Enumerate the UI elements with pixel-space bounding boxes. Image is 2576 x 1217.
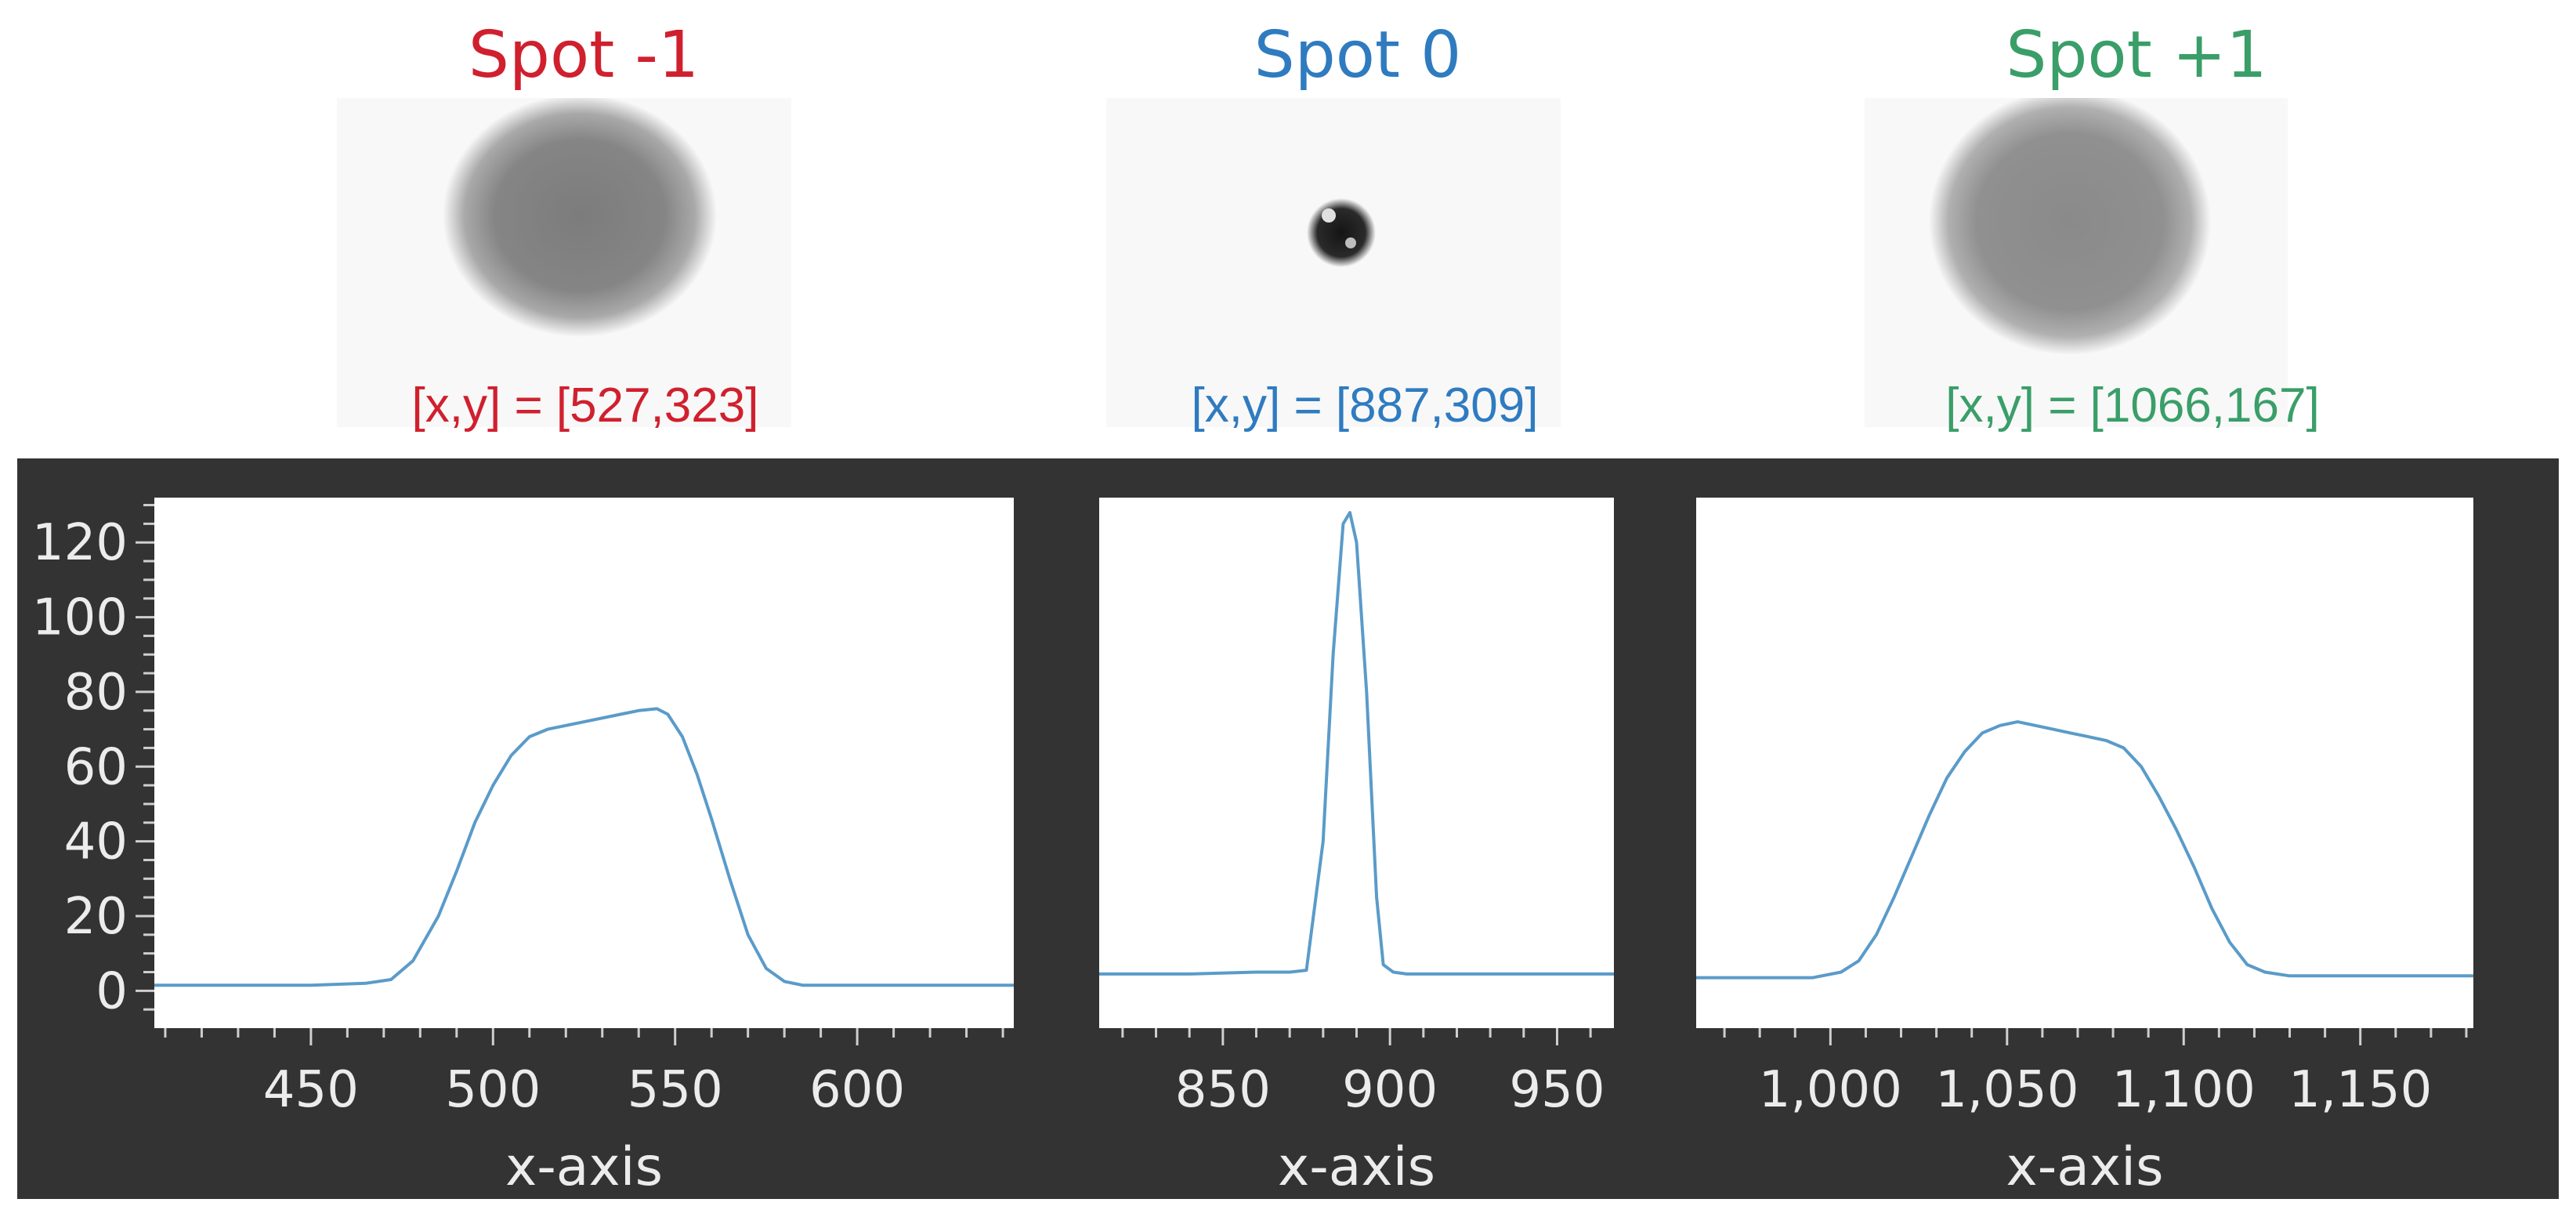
chart-1-x-tick-label: 550 xyxy=(628,1061,723,1119)
chart-1-x-tick-label: 450 xyxy=(263,1061,359,1119)
chart-1-y-tick-label: 0 xyxy=(96,962,128,1020)
chart-2-x-axis-label: x-axis xyxy=(1278,1136,1435,1198)
spot-minus1-coordinates: [x,y] = [527,323] xyxy=(311,378,859,433)
chart-3-x-tick-label: 1,150 xyxy=(2288,1061,2432,1119)
chart-3-x-tick-label: 1,100 xyxy=(2112,1061,2256,1119)
spot-minus1-title: Spot -1 xyxy=(309,24,858,88)
chart-1-x-axis-label: x-axis xyxy=(505,1136,663,1198)
chart-2-x-tick-label: 950 xyxy=(1509,1061,1605,1119)
chart-3-x-tick-label: 1,050 xyxy=(1935,1061,2079,1119)
profile-panel: 450 500 550 600 x-axis 0 20 40 60 80 100 120 850 900 9… xyxy=(17,458,2559,1199)
chart-1-plot-area xyxy=(154,498,1014,1028)
chart-1-y-tick-label: 100 xyxy=(32,589,128,647)
chart-1-y-tick-label: 120 xyxy=(32,514,128,572)
chart-1-x-tick-label: 600 xyxy=(809,1061,905,1119)
spot-0-title: Spot 0 xyxy=(1084,24,1632,88)
chart-2-x-tick-label: 850 xyxy=(1175,1061,1271,1119)
chart-1-y-tick-label: 40 xyxy=(64,813,128,871)
chart-1-y-tick-label: 80 xyxy=(64,664,128,722)
chart-3-x-tick-label: 1,000 xyxy=(1759,1061,1902,1119)
chart-3-x-axis-label: x-axis xyxy=(2006,1136,2163,1198)
chart-2-x-tick-label: 900 xyxy=(1342,1061,1438,1119)
chart-2-plot-area xyxy=(1099,498,1614,1028)
spot-0-coordinates: [x,y] = [887,309] xyxy=(1091,378,1639,433)
chart-1-y-tick-label: 20 xyxy=(64,888,128,946)
spot-plus1-coordinates: [x,y] = [1066,167] xyxy=(1858,378,2407,433)
profile-charts: 450 500 550 600 x-axis 0 20 40 60 80 100 120 850 900 9… xyxy=(17,458,2559,1199)
chart-3-plot-area xyxy=(1696,498,2473,1028)
chart-1-x-tick-label: 500 xyxy=(445,1061,541,1119)
spot-plus1-title: Spot +1 xyxy=(1862,24,2411,88)
chart-1-y-tick-label: 60 xyxy=(64,738,128,796)
